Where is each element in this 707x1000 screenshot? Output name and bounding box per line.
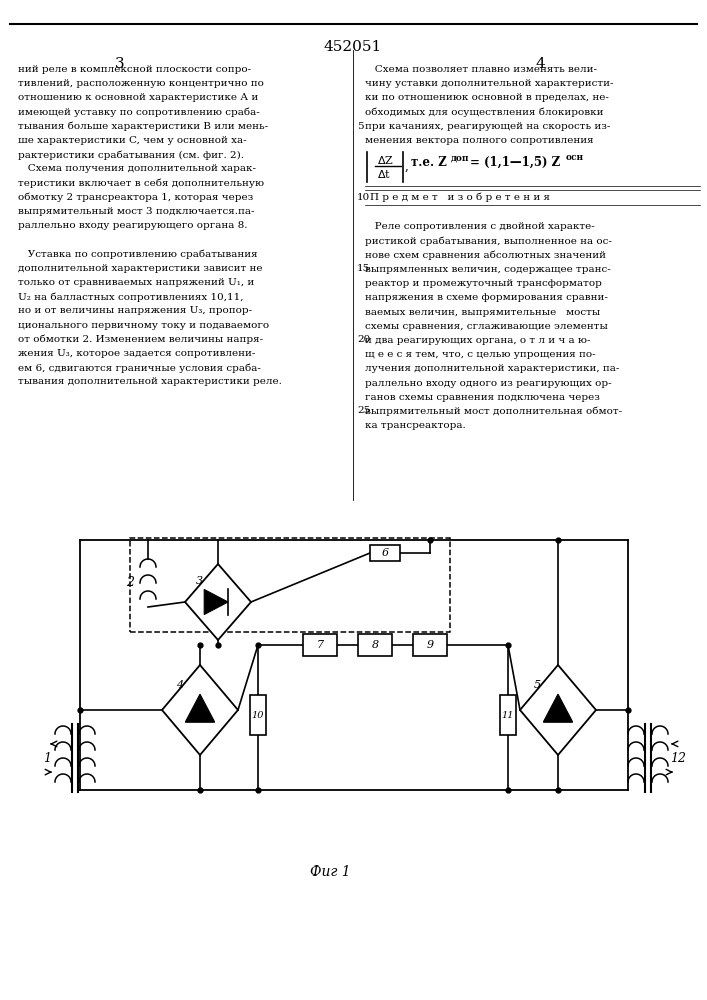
Text: нове схем сравнения абсолютных значений: нове схем сравнения абсолютных значений (365, 251, 606, 260)
Text: ки по отношениюк основной в пределах, не-: ки по отношениюк основной в пределах, не… (365, 93, 609, 102)
Text: рактеристики срабатывания (см. фиг. 2).: рактеристики срабатывания (см. фиг. 2). (18, 150, 244, 160)
Text: щ е е с я тем, что, с целью упрощения по-: щ е е с я тем, что, с целью упрощения по… (365, 350, 595, 359)
Text: $\Delta$Z: $\Delta$Z (377, 154, 394, 166)
Text: реактор и промежуточный трансформатор: реактор и промежуточный трансформатор (365, 279, 602, 288)
Text: тивлений, расположенную концентрично по: тивлений, расположенную концентрично по (18, 79, 264, 88)
Text: но и от величины напряжения U₃, пропор-: но и от величины напряжения U₃, пропор- (18, 306, 252, 315)
Text: напряжения в схеме формирования сравни-: напряжения в схеме формирования сравни- (365, 293, 608, 302)
Text: обмотку 2 трансреактора 1, которая через: обмотку 2 трансреактора 1, которая через (18, 193, 253, 202)
Text: и два реагирующих органа, о т л и ч а ю-: и два реагирующих органа, о т л и ч а ю- (365, 336, 590, 345)
Bar (500, 695, 516, 735)
Text: 6: 6 (382, 548, 389, 558)
Text: 12: 12 (670, 752, 686, 764)
Bar (250, 695, 266, 735)
Text: 15: 15 (357, 264, 370, 273)
Polygon shape (544, 694, 573, 722)
Text: только от сравниваемых напряжений U₁, и: только от сравниваемых напряжений U₁, и (18, 278, 255, 287)
Text: 11: 11 (502, 710, 514, 720)
Text: выпрямленных величин, содержащее транс-: выпрямленных величин, содержащее транс- (365, 265, 611, 274)
Text: 20: 20 (357, 335, 370, 344)
Text: 4: 4 (535, 57, 545, 71)
Text: ка трансреактора.: ка трансреактора. (365, 421, 466, 430)
Bar (130, 538, 450, 632)
Polygon shape (162, 665, 238, 755)
Text: 8: 8 (371, 640, 378, 650)
Text: осн: осн (566, 153, 584, 162)
Polygon shape (185, 564, 251, 640)
Text: выпрямительный мост дополнительная обмот-: выпрямительный мост дополнительная обмот… (365, 407, 622, 416)
Bar (358, 634, 392, 656)
Bar (370, 545, 400, 561)
Text: ше характеристики C, чем у основной ха-: ше характеристики C, чем у основной ха- (18, 136, 247, 145)
Polygon shape (204, 589, 228, 615)
Text: отношению к основной характеристике А и: отношению к основной характеристике А и (18, 93, 258, 102)
Text: лучения дополнительной характеристики, па-: лучения дополнительной характеристики, п… (365, 364, 619, 373)
Text: 10: 10 (357, 193, 370, 202)
Text: ний реле в комплексной плоскости сопро-: ний реле в комплексной плоскости сопро- (18, 65, 251, 74)
Text: раллельно входу одного из реагирующих ор-: раллельно входу одного из реагирующих ор… (365, 379, 612, 388)
Text: ганов схемы сравнения подключена через: ганов схемы сравнения подключена через (365, 393, 600, 402)
Text: Уставка по сопротивлению срабатывания: Уставка по сопротивлению срабатывания (18, 250, 257, 259)
Text: ,: , (405, 160, 409, 173)
Text: 3: 3 (115, 57, 125, 71)
Text: доп: доп (451, 153, 469, 162)
Polygon shape (185, 694, 214, 722)
Text: имеющей уставку по сопротивлению сраба-: имеющей уставку по сопротивлению сраба- (18, 108, 259, 117)
Text: ционального первичному току и подаваемого: ционального первичному току и подаваемог… (18, 321, 269, 330)
Text: ем 6, сдвигаются граничные условия сраба-: ем 6, сдвигаются граничные условия сраба… (18, 363, 261, 373)
Text: дополнительной характеристики зависит не: дополнительной характеристики зависит не (18, 264, 262, 273)
Text: Схема позволяет плавно изменять вели-: Схема позволяет плавно изменять вели- (365, 65, 597, 74)
Text: Реле сопротивления с двойной характе-: Реле сопротивления с двойной характе- (365, 222, 595, 231)
Text: U₂ на балластных сопротивлениях 10,11,: U₂ на балластных сопротивлениях 10,11, (18, 292, 243, 302)
Text: ристикой срабатывания, выполненное на ос-: ристикой срабатывания, выполненное на ос… (365, 237, 612, 246)
Text: чину уставки дополнительной характеристи-: чину уставки дополнительной характеристи… (365, 79, 614, 88)
Text: 25: 25 (357, 406, 370, 415)
Text: при качаниях, реагирующей на скорость из-: при качаниях, реагирующей на скорость из… (365, 122, 610, 131)
Text: жения U₃, которое задается сопротивлени-: жения U₃, которое задается сопротивлени- (18, 349, 255, 358)
Text: 9: 9 (426, 640, 433, 650)
Text: 5: 5 (357, 122, 363, 131)
Text: $\Delta$t: $\Delta$t (377, 168, 391, 180)
Text: 2: 2 (126, 576, 134, 589)
Text: 10: 10 (252, 710, 264, 720)
Polygon shape (520, 665, 596, 755)
Text: = (1,1—1,5) Z: = (1,1—1,5) Z (470, 156, 560, 169)
Text: Схема получения дополнительной харак-: Схема получения дополнительной харак- (18, 164, 256, 173)
Text: тывания дополнительной характеристики реле.: тывания дополнительной характеристики ре… (18, 377, 282, 386)
Text: обходимых для осуществления блокировки: обходимых для осуществления блокировки (365, 108, 604, 117)
Text: схемы сравнения, сглаживающие элементы: схемы сравнения, сглаживающие элементы (365, 322, 608, 331)
Text: раллельно входу реагирующего органа 8.: раллельно входу реагирующего органа 8. (18, 221, 247, 230)
Text: 452051: 452051 (324, 40, 382, 54)
Text: тывания больше характеристики B или мень-: тывания больше характеристики B или мень… (18, 122, 268, 131)
Text: 7: 7 (317, 640, 324, 650)
Text: П р е д м е т   и з о б р е т е н и я: П р е д м е т и з о б р е т е н и я (370, 192, 550, 202)
Text: 3: 3 (197, 576, 204, 586)
Text: 1: 1 (43, 752, 51, 764)
Text: Фиг 1: Фиг 1 (310, 865, 351, 879)
Bar (303, 634, 337, 656)
Text: менения вектора полного сопротивления: менения вектора полного сопротивления (365, 136, 594, 145)
Text: теристики включает в себя дополнительную: теристики включает в себя дополнительную (18, 179, 264, 188)
Text: от обмотки 2. Изменением величины напря-: от обмотки 2. Изменением величины напря- (18, 335, 263, 344)
Text: т.е. Z: т.е. Z (411, 156, 447, 169)
Bar (413, 634, 447, 656)
Text: 5: 5 (534, 680, 541, 690)
Text: выпрямительный мост 3 подключается.па-: выпрямительный мост 3 подключается.па- (18, 207, 255, 216)
Text: 4: 4 (175, 680, 182, 690)
Text: ваемых величин, выпрямительные   мосты: ваемых величин, выпрямительные мосты (365, 308, 600, 317)
